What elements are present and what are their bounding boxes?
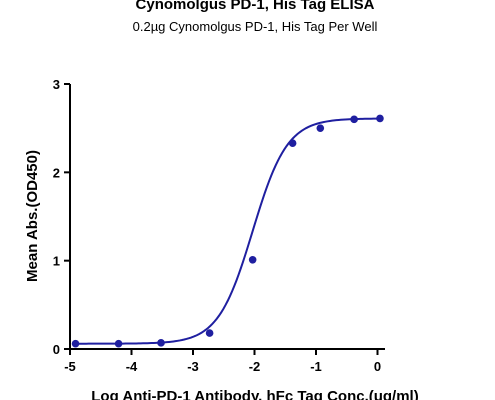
fit-curve <box>75 117 380 345</box>
chart-title: Cynomolgus PD-1, His Tag ELISA <box>136 0 375 13</box>
x-tick-label: -5 <box>64 359 76 374</box>
x-tick-label: 0 <box>374 359 381 374</box>
ticks: -5 -4 -3 -2 -1 0 0 1 2 3 <box>53 77 381 374</box>
y-tick-label: 0 <box>53 342 60 357</box>
data-point <box>205 329 214 337</box>
axes <box>69 84 385 350</box>
data-point <box>350 115 358 124</box>
data-points <box>71 114 384 348</box>
x-tick-label: -4 <box>126 359 138 374</box>
x-tick-label: -3 <box>187 359 199 374</box>
data-point <box>71 339 80 348</box>
y-axis-label: Mean Abs.(OD450) <box>24 150 41 282</box>
data-point <box>376 114 384 123</box>
x-tick-label: -1 <box>310 359 322 374</box>
y-tick-label: 1 <box>53 254 60 269</box>
y-tick-label: 2 <box>53 165 60 180</box>
x-tick-label: -2 <box>249 359 261 374</box>
data-point <box>316 124 325 132</box>
data-point <box>288 139 297 147</box>
data-point <box>248 255 257 264</box>
x-axis-label: Log Anti-PD-1 Antibody, hFc Tag Conc.(ug… <box>91 388 418 400</box>
data-point <box>157 339 165 347</box>
y-tick-label: 3 <box>53 77 60 92</box>
chart-subtitle: 0.2µg Cynomolgus PD-1, His Tag Per Well <box>133 19 378 34</box>
data-point <box>114 339 123 348</box>
